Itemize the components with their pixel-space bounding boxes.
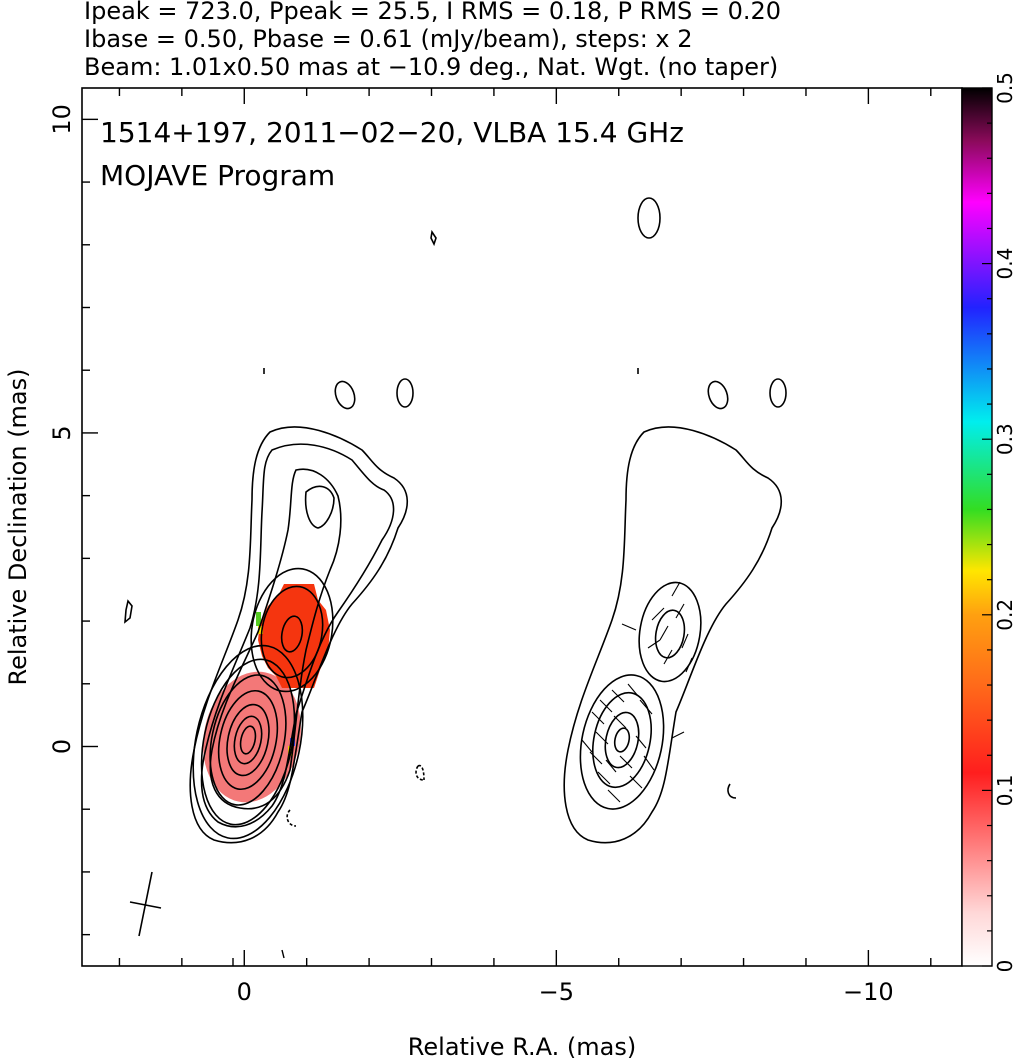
right-core-contour-1 [579, 674, 665, 810]
y-axis-label: Relative Declination (mas) [4, 368, 32, 685]
contour-inner-loop [304, 485, 335, 529]
right-core-contour-2 [592, 691, 652, 789]
y-tick-label: 10 [48, 104, 76, 135]
colorbar-ticks: 0 0.1 0.2 0.3 0.4 0.5 [982, 72, 1017, 972]
core-contour-7 [239, 725, 257, 755]
core-contour-5 [226, 703, 270, 777]
blob-contour-a [334, 380, 356, 410]
axes: 0 −5 −10 0 5 10 [48, 87, 963, 1006]
x-tick-label: −5 [539, 978, 574, 1006]
right-blob-b [707, 380, 729, 410]
outer-contour [189, 426, 409, 844]
y-tick-label: 0 [48, 739, 76, 754]
right-core-contour-4 [613, 727, 631, 753]
colorbar-tick-label: 0.5 [993, 72, 1017, 104]
header-line-2: Ibase = 0.50, Pbase = 0.61 (mJy/beam), s… [84, 25, 693, 53]
evpa-vectors [581, 581, 693, 803]
right-contours [563, 197, 787, 844]
blob-contour-c [124, 599, 133, 624]
knot-edge-yellow [258, 626, 263, 634]
right-knot-contour-2 [654, 609, 686, 659]
blob-contour-f [286, 809, 297, 827]
y-tick-label: 5 [48, 425, 76, 440]
contour-3 [209, 468, 342, 810]
plot-content: 1514+197, 2011−02−20, VLBA 15.4 GHz MOJA… [100, 116, 787, 966]
colorbar-tick-label: 0 [993, 960, 1017, 973]
beam-marker [129, 871, 162, 937]
core-contour-1 [192, 644, 304, 840]
knot-contour-3 [280, 615, 304, 653]
stray-mark-2 [281, 949, 285, 959]
knot-contour-2 [260, 585, 324, 679]
x-tick-label: −10 [843, 978, 894, 1006]
plot-frame [81, 87, 963, 967]
x-tick-label: 0 [237, 978, 252, 1006]
left-contours [124, 229, 639, 844]
knot-edge-green [256, 612, 261, 626]
right-blob-d [727, 783, 737, 799]
colorbar-tick-label: 0.2 [993, 599, 1017, 631]
right-blob-c [769, 378, 787, 408]
colorbar-tick-label: 0.1 [993, 774, 1017, 806]
right-outer-contour [563, 426, 783, 844]
plot-label-program: MOJAVE Program [100, 159, 335, 192]
blob-contour-b [396, 378, 414, 408]
core-contour-3 [209, 674, 287, 806]
plot-label-source: 1514+197, 2011−02−20, VLBA 15.4 GHz [100, 116, 684, 149]
colorbar-tick-label: 0.4 [993, 248, 1017, 280]
core-contour-6 [233, 715, 263, 765]
header-line-3: Beam: 1.01x0.50 mas at −10.9 deg., Nat. … [84, 53, 778, 81]
right-knot-contour-1 [638, 581, 702, 683]
blob-contour-d [430, 229, 437, 247]
right-core-contour-3 [604, 711, 640, 769]
header-line-1: Ipeak = 723.0, Ppeak = 25.5, I RMS = 0.1… [84, 0, 781, 25]
core-contour-4 [217, 689, 279, 791]
contour-2 [200, 443, 395, 828]
colorbar-tick-label: 0.3 [993, 423, 1017, 455]
knot-contour-1 [250, 567, 334, 693]
right-blob-a [637, 197, 661, 239]
x-axis-label: Relative R.A. (mas) [408, 1033, 636, 1061]
colorbar [961, 87, 993, 967]
blob-contour-e [415, 764, 425, 781]
